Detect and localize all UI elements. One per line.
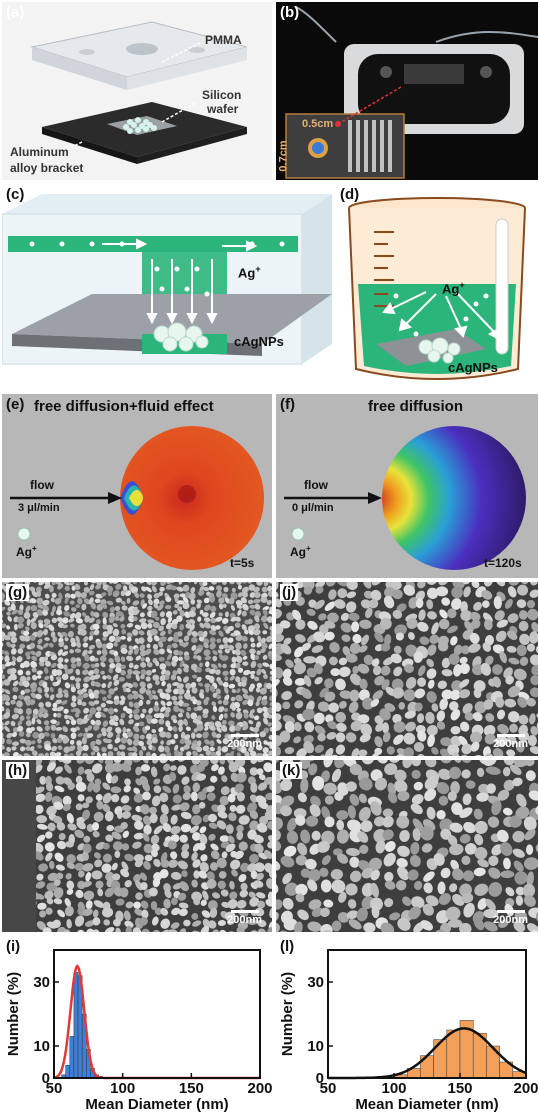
silicon-label-2: wafer	[207, 102, 239, 116]
time-label-e: t=5s	[230, 556, 255, 570]
y-tick-label: 0	[42, 1070, 50, 1087]
panel-i-label: (i)	[6, 938, 21, 955]
scale-text-g: 200nm	[227, 738, 262, 750]
beaker-illustration	[348, 197, 526, 380]
simulation-flow-3ul	[10, 426, 264, 570]
y-tick-label: 10	[33, 1038, 50, 1055]
histogram-bar	[69, 1036, 75, 1079]
channel-illustration	[2, 194, 332, 365]
ag-ion-label-f: Ag+	[290, 544, 311, 559]
panel-g: (g) 200nm	[2, 582, 272, 756]
scale-text-k: 200nm	[493, 914, 528, 926]
x-tick-label: 50	[46, 1080, 63, 1097]
silicon-label-1: Silicon	[202, 88, 242, 102]
time-label-f: t=120s	[484, 556, 522, 570]
simulation-free-diffusion	[284, 426, 526, 570]
height-label: 0.7cm	[277, 140, 290, 172]
cagnps-label-d: cAgNPs	[448, 360, 498, 375]
panel-a-label: (a)	[6, 4, 25, 21]
panel-j-label: (j)	[280, 584, 299, 601]
x-tick-label: 50	[320, 1080, 337, 1097]
ag-ion-charge: +	[459, 280, 465, 290]
x-tick-label: 150	[179, 1080, 204, 1097]
histogram-bar	[446, 1029, 461, 1079]
width-label: 0.5cm	[302, 118, 334, 130]
ag-ion-charge: +	[32, 544, 37, 553]
ag-ion-label-d: Ag+	[442, 280, 465, 296]
panel-l-label: (l)	[280, 938, 295, 955]
histogram-i: 50 100 150 200 0 10 30 Mean Diameter (nm) Number…	[5, 949, 272, 1112]
panel-b: (b) 0.5cm 0.7cm	[276, 2, 538, 180]
x-axis-label: Mean Diameter (nm)	[85, 1096, 228, 1112]
x-tick-label: 100	[110, 1080, 135, 1097]
panel-j: (j) 200nm	[276, 582, 538, 756]
panel-e: (e) free diffusion+fluid effect flow 3 μ…	[2, 394, 272, 578]
ag-ion-text: Ag	[290, 545, 306, 559]
ag-ion-charge: +	[255, 264, 261, 274]
ag-ion-text: Ag	[16, 545, 32, 559]
y-axis-label: Number (%)	[5, 972, 22, 1056]
x-tick-label: 200	[247, 1080, 272, 1097]
ag-ion-text: Ag	[238, 265, 256, 281]
panel-a: (a) PMMA Silicon wafer Aluminum alloy br…	[2, 2, 272, 180]
panel-c: (c) Ag+ cAgNPs	[2, 184, 332, 389]
panel-f: (f) free diffusion flow 0 μl/min Ag+ t=1…	[276, 394, 538, 578]
flow-rate-e: 3 μl/min	[18, 502, 60, 514]
ag-ion-label-e: Ag+	[16, 544, 37, 559]
device-photo	[276, 2, 538, 180]
panel-g-label: (g)	[6, 584, 30, 601]
histogram-bar	[433, 1039, 448, 1079]
scale-bar-h: 200nm	[227, 910, 262, 926]
panel-i: 50 100 150 200 0 10 30 Mean Diameter (nm) Number…	[2, 936, 272, 1112]
device-exploded-illustration	[2, 2, 272, 180]
y-tick-label: 10	[307, 1038, 324, 1055]
panel-d-label: (d)	[340, 186, 360, 203]
x-axis-label: Mean Diameter (nm)	[355, 1096, 498, 1112]
flow-rate-f: 0 μl/min	[292, 502, 334, 514]
panel-k: (k) 200nm	[276, 760, 538, 932]
sem-image-k	[276, 760, 538, 932]
plot-frame	[327, 949, 527, 1079]
x-tick-label: 200	[513, 1080, 538, 1097]
panel-k-label: (k)	[280, 762, 303, 779]
scale-bar-k: 200nm	[493, 910, 528, 926]
panel-h: (h) 200nm	[2, 760, 272, 932]
y-tick-label: 30	[33, 974, 50, 991]
bracket-label-1: Aluminum	[10, 145, 69, 159]
x-tick-label: 150	[447, 1080, 472, 1097]
flow-label-f: flow	[304, 478, 328, 492]
panel-f-label: (f)	[280, 396, 295, 413]
x-tick-label: 100	[381, 1080, 406, 1097]
flow-label-e: flow	[30, 478, 54, 492]
y-tick-label: 0	[316, 1070, 324, 1087]
scale-text-h: 200nm	[227, 914, 262, 926]
panel-b-label: (b)	[280, 4, 300, 21]
sim-title-e: free diffusion+fluid effect	[34, 398, 214, 415]
sem-image-j	[276, 582, 538, 756]
y-axis-label: Number (%)	[279, 972, 296, 1056]
panel-c-label: (c)	[6, 186, 25, 203]
ag-ion-text: Ag	[442, 281, 460, 297]
sem-image-g	[2, 582, 272, 756]
cagnps-label-c: cAgNPs	[234, 334, 284, 349]
panel-l: 50 100 150 200 0 10 30 Mean Diameter (nm) Number…	[276, 936, 538, 1112]
y-tick-label: 30	[307, 974, 324, 991]
panel-d: (d) Ag+ cAgNPs	[336, 184, 538, 389]
ag-ion-label-c: Ag+	[238, 264, 261, 280]
histogram-bar	[65, 1064, 71, 1079]
scale-text-j: 200nm	[493, 738, 528, 750]
bracket-label-2: alloy bracket	[10, 161, 84, 175]
plot-frame	[53, 949, 261, 1079]
histogram-bar	[486, 1045, 500, 1079]
sim-title-f: free diffusion	[368, 398, 464, 415]
pmma-label: PMMA	[205, 33, 242, 47]
ag-ion-charge: +	[306, 544, 311, 553]
histogram-l: 50 100 150 200 0 10 30 Mean Diameter (nm) Number…	[279, 949, 538, 1112]
histogram-bar	[73, 972, 79, 1079]
sem-image-h	[2, 760, 272, 932]
scale-bar-g: 200nm	[227, 734, 262, 750]
scale-bar-j: 200nm	[493, 734, 528, 750]
panel-h-label: (h)	[6, 762, 30, 779]
panel-e-label: (e)	[6, 396, 25, 413]
